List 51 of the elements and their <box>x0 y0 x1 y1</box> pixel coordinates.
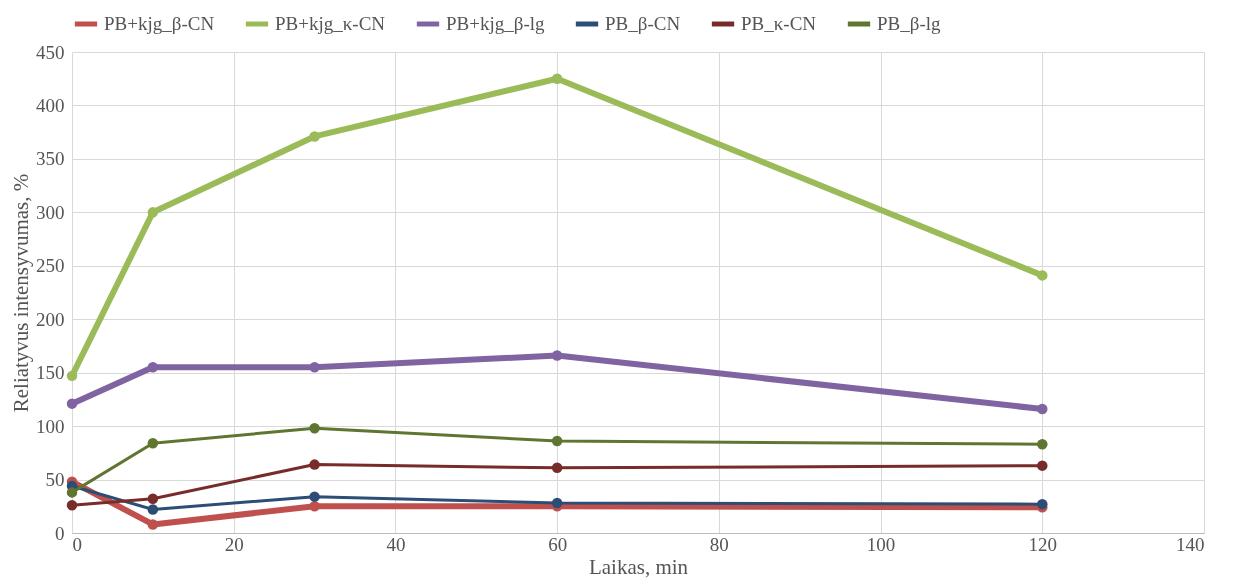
point <box>147 362 159 373</box>
x-axis-title: Laikas, min <box>588 554 689 579</box>
point <box>551 435 563 447</box>
point <box>309 423 320 434</box>
point <box>66 398 78 409</box>
y-tick-label: 50 <box>45 469 65 491</box>
x-tick-label: 140 <box>1176 533 1205 555</box>
x-tick-label: 60 <box>548 533 568 555</box>
point <box>1037 270 1048 281</box>
legend-label: PB+kjg_κ-CN <box>275 13 386 34</box>
point <box>309 501 320 512</box>
x-tick-label: 120 <box>1028 533 1058 555</box>
point <box>551 462 563 474</box>
y-axis-title: Reliatyvus intensyvumas, % <box>9 173 33 413</box>
x-tick-label: 40 <box>386 533 406 555</box>
point <box>66 487 78 498</box>
y-tick-label: 100 <box>36 415 65 437</box>
legend-label: PB_κ-CN <box>741 13 817 34</box>
x-tick-label: 80 <box>709 533 729 555</box>
point <box>551 497 563 509</box>
y-tick-label: 150 <box>36 362 65 384</box>
legend-label: PB+kjg_β-lg <box>446 13 546 34</box>
y-tick-label: 200 <box>36 308 65 330</box>
point <box>309 362 320 373</box>
point <box>66 370 78 382</box>
legend-label: PB_β-CN <box>605 13 681 34</box>
point <box>309 491 320 502</box>
point <box>1037 403 1048 415</box>
legend-label: PB+kjg_β-CN <box>104 13 215 34</box>
x-tick-label: 100 <box>866 533 896 555</box>
y-tick-label: 250 <box>36 255 65 277</box>
y-tick-label: 300 <box>36 201 65 223</box>
point <box>147 504 159 515</box>
point <box>551 350 563 361</box>
point <box>1037 498 1048 510</box>
point <box>1037 439 1048 450</box>
x-tick-label: 0 <box>72 533 82 555</box>
point <box>551 73 563 84</box>
legend-label: PB_β-lg <box>877 13 942 34</box>
y-tick-label: 400 <box>36 94 65 116</box>
point <box>147 519 159 530</box>
point <box>309 459 320 470</box>
point <box>147 207 159 218</box>
point <box>66 499 78 511</box>
point <box>147 493 159 505</box>
point <box>1037 460 1048 471</box>
point <box>147 437 159 449</box>
point <box>309 131 320 142</box>
x-tick-label: 20 <box>224 533 244 555</box>
y-tick-label: 450 <box>36 41 65 63</box>
y-tick-label: 350 <box>36 148 65 170</box>
